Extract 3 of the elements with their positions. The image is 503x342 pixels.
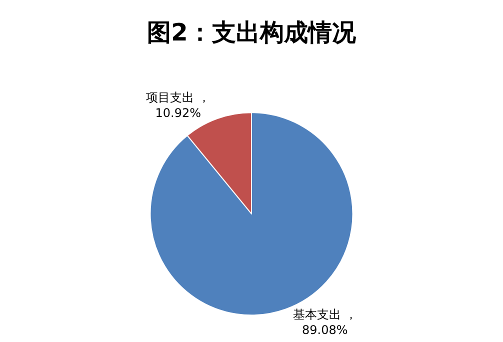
slice-label: 项目支出 ， 10.92% [146,90,210,120]
chart-title: 图2：支出构成情况 [147,18,357,47]
slice-label: 基本支出 ， 89.08% [292,308,357,338]
